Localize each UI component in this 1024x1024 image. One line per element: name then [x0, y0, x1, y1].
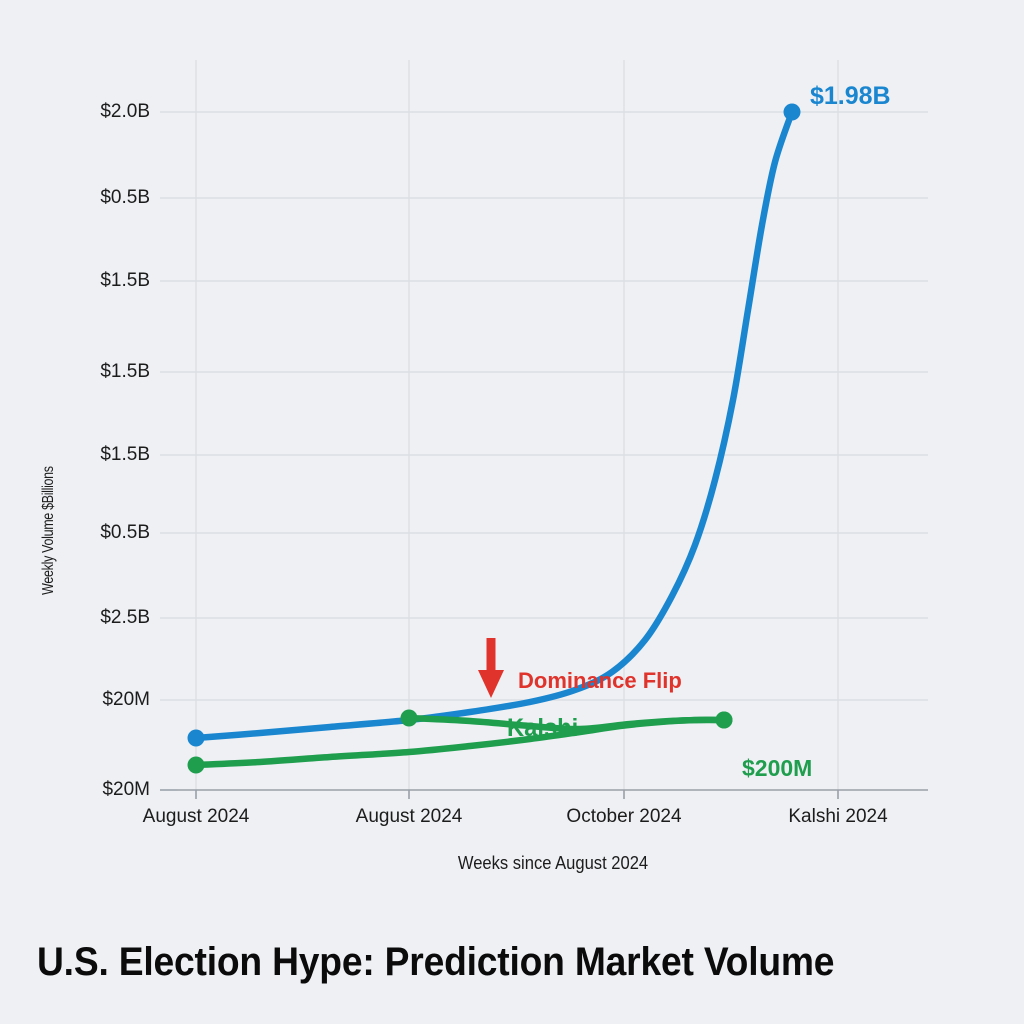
series-lines — [192, 108, 796, 769]
series-markers — [187, 103, 801, 774]
x-axis-tick-label: October 2024 — [566, 806, 682, 827]
x-axis-label: Weeks since August 2024 — [457, 853, 649, 873]
x-axis-tick-label: August 2024 — [142, 806, 250, 827]
dominance-flip-label: Dominance Flip — [518, 668, 682, 693]
blue-endpoint-value-label: $1.98B — [810, 82, 891, 110]
dominance-flip-arrow-icon — [478, 638, 504, 698]
y-axis-label: Weekly Volume $Billions — [40, 466, 57, 595]
y-axis-tick-label: $0.5B — [100, 187, 150, 208]
y-axis-tick-label: $20M — [102, 689, 150, 710]
y-axis-tick-label: $0.5B — [100, 522, 150, 543]
y-axis-tick-label: $1.5B — [100, 361, 150, 382]
green-endpoint-value-label: $200M — [742, 755, 813, 781]
chart-title: U.S. Election Hype: Prediction Market Vo… — [37, 940, 835, 984]
y-axis-tick-label: $20M — [102, 779, 150, 800]
y-axis-tick-label: $1.5B — [100, 270, 150, 291]
y-axis-tick-label: $2.0B — [100, 101, 150, 122]
y-axis-tick-label: $1.5B — [100, 444, 150, 465]
gridlines — [178, 60, 928, 790]
y-axis-tick-label: $2.5B — [100, 607, 150, 628]
kalshi-series-label: Kalshi — [507, 714, 579, 742]
x-axis-tick-label: August 2024 — [355, 806, 463, 827]
x-axis-tick-label: Kalshi 2024 — [788, 806, 888, 827]
